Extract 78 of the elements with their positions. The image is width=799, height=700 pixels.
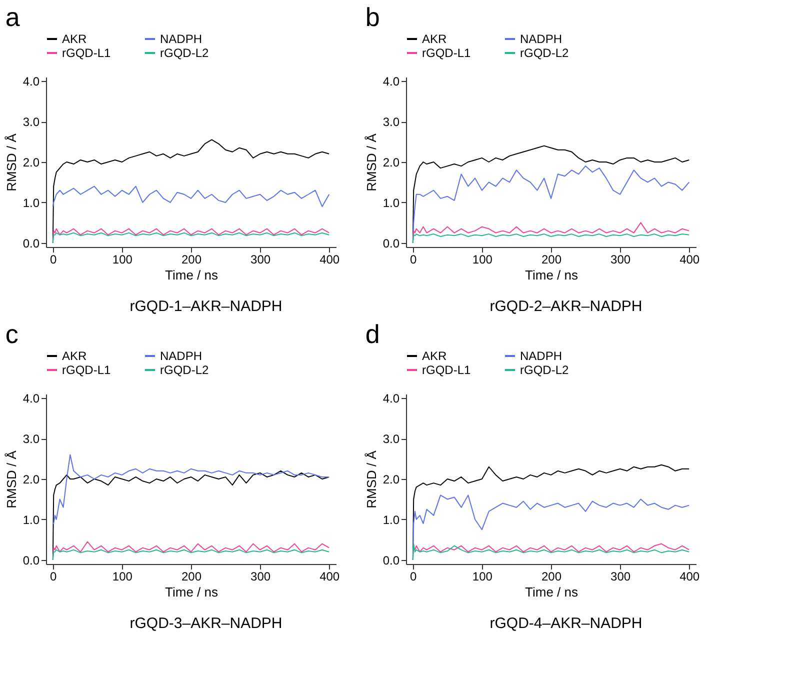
legend-label: NADPH — [520, 32, 562, 46]
x-axis-title: Time / ns — [165, 584, 218, 600]
chart-title: d — [365, 319, 380, 349]
x-tick-label: 100 — [112, 252, 133, 266]
x-tick-label: 0 — [410, 252, 418, 266]
x-tick-label: 200 — [181, 570, 202, 584]
y-tick-label: 1.0 — [22, 196, 40, 210]
text: rGQD-1–AKR–NADPH — [130, 298, 282, 315]
y-tick-label: 0.0 — [22, 553, 40, 568]
y-tick-label: 2.0 — [22, 156, 40, 170]
text: rGQD-3–AKR–NADPH — [130, 615, 282, 632]
x-axis-title: Time / ns — [525, 584, 578, 600]
x-tick-label: 100 — [472, 252, 493, 266]
y-tick-label: 1.0 — [382, 196, 400, 210]
x-tick-label: 100 — [112, 570, 133, 584]
y-tick-label: 0.0 — [382, 553, 400, 568]
x-tick-label: 300 — [610, 570, 631, 584]
legend-label: rGQD-L2 — [160, 363, 209, 377]
line-series — [52, 454, 330, 524]
x-tick-label: 200 — [541, 570, 562, 584]
legend-label: rGQD-L1 — [422, 363, 471, 377]
y-axis-title: RMSD / Å — [4, 450, 19, 508]
chart-title: c — [5, 319, 18, 349]
line-series — [52, 549, 330, 560]
y-tick-label: 2.0 — [382, 472, 400, 486]
x-tick-label: 100 — [472, 570, 493, 584]
chart-title: a — [5, 2, 20, 32]
legend-label: AKR — [62, 32, 88, 46]
y-tick-label: 2.0 — [382, 156, 400, 170]
x-axis-title: Time / ns — [165, 268, 218, 282]
chart-title: b — [365, 2, 380, 32]
x-tick-label: 200 — [541, 252, 562, 266]
legend-label: NADPH — [160, 349, 202, 363]
x-tick-label: 300 — [610, 252, 631, 266]
x-tick-label: 400 — [320, 570, 340, 584]
y-tick-label: 3.0 — [22, 432, 40, 446]
x-tick-label: 200 — [181, 252, 202, 266]
y-tick-label: 4.0 — [382, 74, 400, 89]
line-series — [412, 543, 690, 560]
line-series — [52, 232, 330, 244]
x-tick-label: 0 — [410, 570, 418, 584]
legend-label: rGQD-L2 — [160, 46, 209, 60]
line-series — [412, 234, 690, 244]
x-tick-label: 0 — [50, 252, 58, 266]
y-tick-label: 2.0 — [22, 472, 40, 486]
y-tick-label: 4.0 — [22, 392, 40, 406]
y-tick-label: 3.0 — [22, 115, 40, 130]
text: rGQD-2–AKR–NADPH — [490, 298, 642, 315]
y-tick-label: 3.0 — [382, 432, 400, 446]
legend-label: rGQD-L1 — [422, 46, 471, 60]
y-axis-title: RMSD / Å — [364, 133, 379, 192]
y-tick-label: 1.0 — [22, 512, 40, 527]
x-tick-label: 300 — [250, 570, 271, 584]
y-axis-title: RMSD / Å — [364, 450, 379, 508]
legend-label: rGQD-L1 — [62, 46, 111, 60]
legend-label: AKR — [422, 32, 448, 46]
legend-label: rGQD-L1 — [62, 363, 111, 377]
line-series — [52, 186, 330, 208]
legend-label: NADPH — [520, 349, 562, 363]
text: rGQD-4–AKR–NADPH — [490, 615, 642, 632]
y-tick-label: 1.0 — [382, 512, 400, 527]
x-tick-label: 0 — [50, 570, 58, 584]
y-axis-title: RMSD / Å — [4, 133, 19, 192]
y-tick-label: 0.0 — [22, 236, 40, 250]
legend-label: NADPH — [160, 32, 202, 46]
y-tick-label: 4.0 — [382, 392, 400, 406]
legend-label: AKR — [422, 349, 448, 363]
legend-label: AKR — [62, 349, 88, 363]
y-tick-label: 0.0 — [382, 236, 400, 250]
x-tick-label: 400 — [680, 252, 700, 266]
x-axis-title: Time / ns — [525, 268, 578, 282]
x-tick-label: 400 — [680, 570, 700, 584]
y-tick-label: 4.0 — [22, 74, 40, 89]
legend-label: rGQD-L2 — [520, 363, 569, 377]
x-tick-label: 300 — [250, 252, 271, 266]
y-tick-label: 3.0 — [382, 115, 400, 130]
x-tick-label: 400 — [320, 252, 340, 266]
legend-label: rGQD-L2 — [520, 46, 569, 60]
